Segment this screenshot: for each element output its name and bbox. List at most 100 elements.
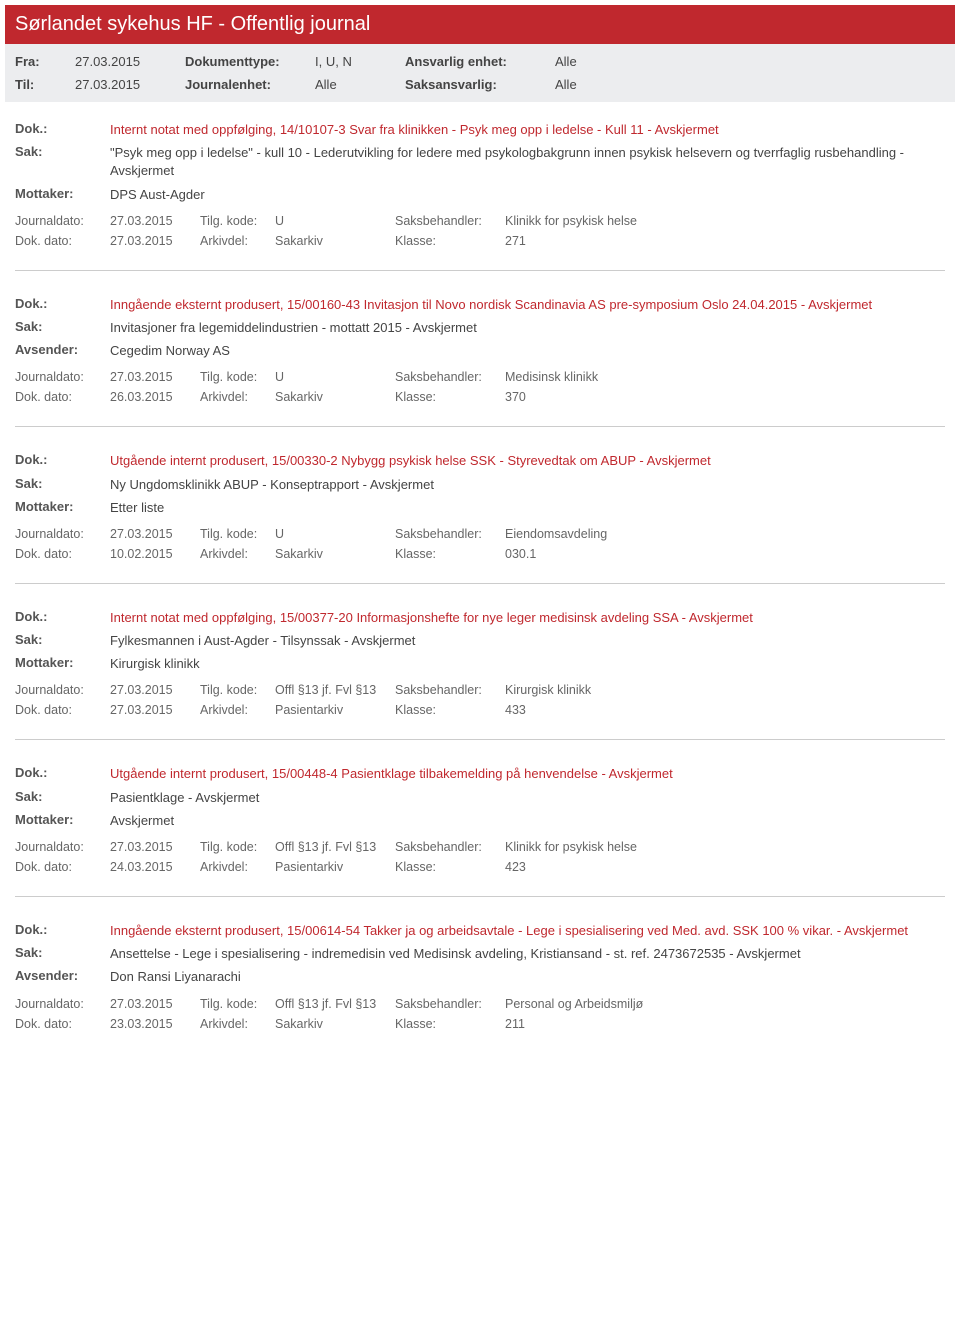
dokdato-value: 10.02.2015 [110, 547, 200, 561]
party-label: Avsender: [15, 968, 110, 986]
saksansvarlig-value: Alle [555, 77, 635, 92]
klasse-label: Klasse: [395, 547, 505, 561]
separator [15, 426, 945, 427]
klasse-value: 423 [505, 860, 705, 874]
klasse-value: 211 [505, 1017, 705, 1031]
fra-label: Fra: [15, 54, 65, 69]
saksbehandler-label: Saksbehandler: [395, 214, 505, 228]
tilgkode-label: Tilg. kode: [200, 683, 275, 697]
klasse-value: 271 [505, 234, 705, 248]
party-label: Avsender: [15, 342, 110, 360]
separator [15, 739, 945, 740]
journaldato-label: Journaldato: [15, 214, 110, 228]
saksbehandler-value: Klinikk for psykisk helse [505, 214, 705, 228]
tilgkode-label: Tilg. kode: [200, 527, 275, 541]
journaldato-label: Journaldato: [15, 997, 110, 1011]
journaldato-value: 27.03.2015 [110, 527, 200, 541]
journalenhet-value: Alle [315, 77, 395, 92]
sak-text: "Psyk meg opp i ledelse" - kull 10 - Led… [110, 144, 945, 180]
klasse-value: 030.1 [505, 547, 705, 561]
dok-text: Internt notat med oppfølging, 14/10107-3… [110, 121, 719, 139]
arkivdel-value: Pasientarkiv [275, 703, 395, 717]
party-value: Avskjermet [110, 812, 174, 830]
journal-entry: Dok.: Utgående internt produsert, 15/003… [5, 433, 955, 577]
dokdato-value: 26.03.2015 [110, 390, 200, 404]
saksbehandler-label: Saksbehandler: [395, 527, 505, 541]
party-label: Mottaker: [15, 655, 110, 673]
dok-text: Utgående internt produsert, 15/00330-2 N… [110, 452, 711, 470]
arkivdel-value: Sakarkiv [275, 1017, 395, 1031]
saksbehandler-value: Medisinsk klinikk [505, 370, 705, 384]
saksbehandler-label: Saksbehandler: [395, 840, 505, 854]
arkivdel-label: Arkivdel: [200, 390, 275, 404]
saksbehandler-value: Klinikk for psykisk helse [505, 840, 705, 854]
tilgkode-value: Offl §13 jf. Fvl §13 [275, 997, 395, 1011]
party-value: Don Ransi Liyanarachi [110, 968, 241, 986]
dok-label: Dok.: [15, 609, 110, 627]
sak-text: Invitasjoner fra legemiddelindustrien - … [110, 319, 477, 337]
tilgkode-value: U [275, 527, 395, 541]
party-value: DPS Aust-Agder [110, 186, 205, 204]
dok-label: Dok.: [15, 452, 110, 470]
dok-text: Internt notat med oppfølging, 15/00377-2… [110, 609, 753, 627]
party-value: Etter liste [110, 499, 164, 517]
sak-label: Sak: [15, 945, 110, 963]
doktype-label: Dokumenttype: [185, 54, 305, 69]
saksbehandler-label: Saksbehandler: [395, 997, 505, 1011]
dokdato-label: Dok. dato: [15, 703, 110, 717]
saksbehandler-value: Eiendomsavdeling [505, 527, 705, 541]
party-label: Mottaker: [15, 812, 110, 830]
fra-value: 27.03.2015 [75, 54, 175, 69]
journal-entry: Dok.: Inngående eksternt produsert, 15/0… [5, 277, 955, 421]
tilgkode-value: U [275, 214, 395, 228]
saksbehandler-label: Saksbehandler: [395, 683, 505, 697]
journalenhet-label: Journalenhet: [185, 77, 305, 92]
sak-text: Fylkesmannen i Aust-Agder - Tilsynssak -… [110, 632, 415, 650]
klasse-label: Klasse: [395, 1017, 505, 1031]
dokdato-value: 24.03.2015 [110, 860, 200, 874]
separator [15, 270, 945, 271]
dokdato-value: 27.03.2015 [110, 703, 200, 717]
arkivdel-value: Pasientarkiv [275, 860, 395, 874]
til-value: 27.03.2015 [75, 77, 175, 92]
sak-label: Sak: [15, 319, 110, 337]
journaldato-value: 27.03.2015 [110, 683, 200, 697]
ansvarlig-label: Ansvarlig enhet: [405, 54, 545, 69]
dokdato-label: Dok. dato: [15, 1017, 110, 1031]
dokdato-label: Dok. dato: [15, 390, 110, 404]
klasse-label: Klasse: [395, 390, 505, 404]
separator [15, 583, 945, 584]
klasse-value: 433 [505, 703, 705, 717]
party-label: Mottaker: [15, 186, 110, 204]
arkivdel-label: Arkivdel: [200, 234, 275, 248]
party-value: Cegedim Norway AS [110, 342, 230, 360]
party-value: Kirurgisk klinikk [110, 655, 200, 673]
sak-label: Sak: [15, 632, 110, 650]
journal-entry: Dok.: Internt notat med oppfølging, 15/0… [5, 590, 955, 734]
sak-text: Pasientklage - Avskjermet [110, 789, 259, 807]
sak-text: Ny Ungdomsklinikk ABUP - Konseptrapport … [110, 476, 434, 494]
journaldato-label: Journaldato: [15, 683, 110, 697]
journal-entry: Dok.: Utgående internt produsert, 15/004… [5, 746, 955, 890]
tilgkode-label: Tilg. kode: [200, 370, 275, 384]
tilgkode-label: Tilg. kode: [200, 997, 275, 1011]
dok-text: Utgående internt produsert, 15/00448-4 P… [110, 765, 673, 783]
dok-label: Dok.: [15, 765, 110, 783]
party-label: Mottaker: [15, 499, 110, 517]
filter-bar: Fra: 27.03.2015 Dokumenttype: I, U, N An… [5, 44, 955, 102]
journal-entry: Dok.: Inngående eksternt produsert, 15/0… [5, 903, 955, 1047]
arkivdel-label: Arkivdel: [200, 703, 275, 717]
journaldato-value: 27.03.2015 [110, 840, 200, 854]
journaldato-label: Journaldato: [15, 527, 110, 541]
separator [15, 896, 945, 897]
arkivdel-value: Sakarkiv [275, 390, 395, 404]
klasse-value: 370 [505, 390, 705, 404]
sak-text: Ansettelse - Lege i spesialisering - ind… [110, 945, 801, 963]
dok-text: Inngående eksternt produsert, 15/00614-5… [110, 922, 908, 940]
journaldato-label: Journaldato: [15, 370, 110, 384]
dokdato-value: 27.03.2015 [110, 234, 200, 248]
tilgkode-value: Offl §13 jf. Fvl §13 [275, 683, 395, 697]
dokdato-value: 23.03.2015 [110, 1017, 200, 1031]
tilgkode-label: Tilg. kode: [200, 214, 275, 228]
klasse-label: Klasse: [395, 234, 505, 248]
